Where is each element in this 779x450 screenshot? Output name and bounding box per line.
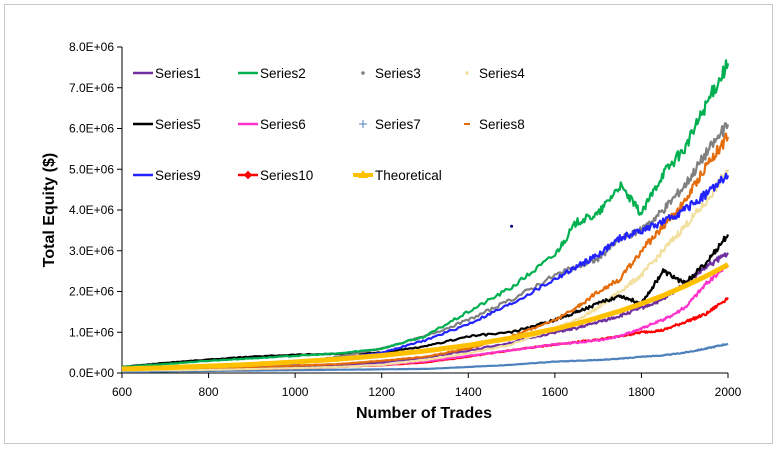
legend-swatch <box>465 71 469 75</box>
legend-item-series2: Series2 <box>238 66 306 81</box>
y-tick-label: 3.0E+06 <box>69 244 114 258</box>
series-line-series4 <box>122 168 730 372</box>
legend: Series1 Series2 Series3 Series4 Series5 Serie… <box>133 66 525 183</box>
legend-label: Series1 <box>155 66 201 81</box>
y-tick-label: 0.0E+00 <box>69 366 114 380</box>
legend-swatch <box>361 71 365 75</box>
stray-data-point <box>510 224 514 228</box>
legend-item-theoretical: Theoretical <box>353 168 442 183</box>
legend-marker <box>243 170 253 180</box>
legend-item-series5: Series5 <box>133 117 201 132</box>
legend-item-series9: Series9 <box>133 168 201 183</box>
legend-label: Series6 <box>260 117 306 132</box>
legend-label: Series10 <box>260 168 313 183</box>
legend-label: Series8 <box>479 117 525 132</box>
series-line-series5 <box>121 234 730 368</box>
y-tick-label: 7.0E+06 <box>69 81 114 95</box>
legend-marker <box>358 170 368 178</box>
series-layer <box>121 59 730 373</box>
legend-item-series7: Series7 <box>359 117 421 132</box>
y-tick-label: 8.0E+06 <box>69 40 114 54</box>
legend-label: Series9 <box>155 168 201 183</box>
legend-item-series6: Series6 <box>238 117 306 132</box>
y-axis-title: Total Equity ($) <box>41 153 58 267</box>
x-axis-title: Number of Trades <box>356 405 492 422</box>
x-tick-label: 1800 <box>628 385 655 399</box>
legend-label: Series3 <box>375 66 421 81</box>
legend-item-series4: Series4 <box>465 66 525 81</box>
y-tick-label: 4.0E+06 <box>69 203 114 217</box>
legend-label: Series4 <box>479 66 525 81</box>
legend-item-series8: Series8 <box>464 117 525 132</box>
x-tick-label: 1600 <box>542 385 569 399</box>
legend-label: Series2 <box>260 66 306 81</box>
series-line-series9 <box>121 172 730 371</box>
legend-label: Series7 <box>375 117 421 132</box>
legend-item-series10: Series10 <box>238 168 313 183</box>
series-line-series7 <box>122 342 729 373</box>
x-tick-label: 600 <box>112 385 132 399</box>
legend-item-series1: Series1 <box>133 66 201 81</box>
series-line-theoretical <box>121 262 730 372</box>
y-tick-label: 1.0E+06 <box>69 325 114 339</box>
x-tick-label: 1400 <box>455 385 482 399</box>
y-tick-label: 5.0E+06 <box>69 162 114 176</box>
y-tick-label: 6.0E+06 <box>69 122 114 136</box>
x-tick-label: 1000 <box>282 385 309 399</box>
axes: 0.0E+00 1.0E+06 2.0E+06 3.0E+06 4.0E+06 5.0E+… <box>69 40 742 399</box>
legend-label: Series5 <box>155 117 201 132</box>
legend-label: Theoretical <box>375 168 442 183</box>
y-tick-label: 2.0E+06 <box>69 285 114 299</box>
x-tick-label: 1200 <box>368 385 395 399</box>
x-tick-label: 800 <box>199 385 219 399</box>
x-tick-label: 2000 <box>715 385 742 399</box>
legend-item-series3: Series3 <box>361 66 421 81</box>
series-line-series2 <box>122 59 730 368</box>
